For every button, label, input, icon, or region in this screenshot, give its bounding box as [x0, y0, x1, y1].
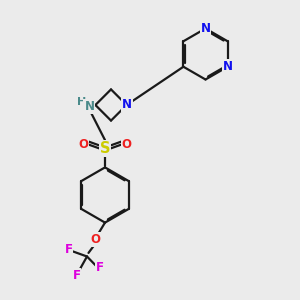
- Text: N: N: [200, 22, 211, 35]
- Text: N: N: [122, 98, 132, 112]
- Text: O: O: [90, 232, 100, 246]
- Text: O: O: [122, 137, 132, 151]
- Text: F: F: [73, 268, 80, 282]
- Text: O: O: [78, 137, 88, 151]
- Text: S: S: [100, 141, 110, 156]
- Text: N: N: [84, 100, 94, 113]
- Text: H: H: [77, 97, 86, 107]
- Text: F: F: [64, 243, 72, 256]
- Text: F: F: [96, 261, 104, 274]
- Text: N: N: [223, 60, 232, 73]
